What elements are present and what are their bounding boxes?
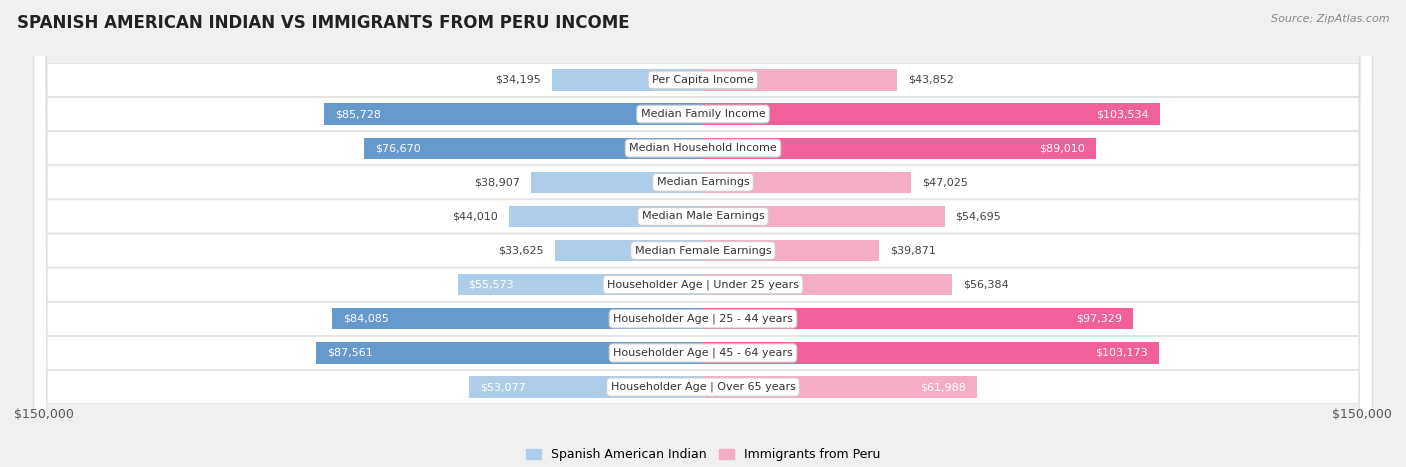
Text: Median Male Earnings: Median Male Earnings: [641, 212, 765, 221]
Bar: [703, 240, 879, 261]
Bar: [325, 104, 703, 125]
Text: $38,907: $38,907: [474, 177, 520, 187]
Text: $56,384: $56,384: [963, 280, 1008, 290]
FancyBboxPatch shape: [34, 0, 1372, 467]
Text: $39,871: $39,871: [890, 246, 936, 255]
Bar: [553, 69, 703, 91]
FancyBboxPatch shape: [34, 0, 1372, 467]
Text: $43,852: $43,852: [908, 75, 953, 85]
Text: $87,561: $87,561: [328, 348, 373, 358]
Text: $103,173: $103,173: [1095, 348, 1147, 358]
Legend: Spanish American Indian, Immigrants from Peru: Spanish American Indian, Immigrants from…: [526, 448, 880, 461]
Text: Householder Age | Under 25 years: Householder Age | Under 25 years: [607, 279, 799, 290]
Text: $33,625: $33,625: [498, 246, 544, 255]
Text: Source: ZipAtlas.com: Source: ZipAtlas.com: [1271, 14, 1389, 24]
Bar: [531, 172, 703, 193]
Text: $44,010: $44,010: [451, 212, 498, 221]
FancyBboxPatch shape: [34, 0, 1372, 467]
Text: Householder Age | 25 - 44 years: Householder Age | 25 - 44 years: [613, 313, 793, 324]
Bar: [703, 376, 977, 398]
Text: $54,695: $54,695: [956, 212, 1001, 221]
Text: $47,025: $47,025: [922, 177, 967, 187]
Text: $55,573: $55,573: [468, 280, 515, 290]
Text: $85,728: $85,728: [336, 109, 381, 119]
Text: $84,085: $84,085: [343, 314, 388, 324]
Bar: [703, 308, 1133, 329]
FancyBboxPatch shape: [34, 0, 1372, 467]
Bar: [554, 240, 703, 261]
Bar: [703, 274, 952, 295]
Text: SPANISH AMERICAN INDIAN VS IMMIGRANTS FROM PERU INCOME: SPANISH AMERICAN INDIAN VS IMMIGRANTS FR…: [17, 14, 630, 32]
Text: $97,329: $97,329: [1076, 314, 1122, 324]
Bar: [703, 206, 945, 227]
Text: Median Household Income: Median Household Income: [628, 143, 778, 153]
Text: $150,000: $150,000: [1331, 408, 1392, 421]
Bar: [468, 376, 703, 398]
FancyBboxPatch shape: [34, 0, 1372, 467]
Text: $89,010: $89,010: [1039, 143, 1085, 153]
Text: $61,988: $61,988: [920, 382, 966, 392]
Bar: [703, 138, 1097, 159]
Bar: [703, 172, 911, 193]
Bar: [316, 342, 703, 363]
FancyBboxPatch shape: [34, 0, 1372, 467]
Bar: [457, 274, 703, 295]
Text: $103,534: $103,534: [1097, 109, 1149, 119]
Text: Householder Age | 45 - 64 years: Householder Age | 45 - 64 years: [613, 348, 793, 358]
Text: $150,000: $150,000: [14, 408, 75, 421]
Text: Householder Age | Over 65 years: Householder Age | Over 65 years: [610, 382, 796, 392]
Text: $76,670: $76,670: [375, 143, 422, 153]
Bar: [364, 138, 703, 159]
Text: $53,077: $53,077: [479, 382, 526, 392]
Text: Per Capita Income: Per Capita Income: [652, 75, 754, 85]
Text: $34,195: $34,195: [495, 75, 541, 85]
FancyBboxPatch shape: [34, 0, 1372, 467]
Bar: [703, 69, 897, 91]
FancyBboxPatch shape: [34, 0, 1372, 467]
Text: Median Earnings: Median Earnings: [657, 177, 749, 187]
Bar: [509, 206, 703, 227]
FancyBboxPatch shape: [34, 0, 1372, 467]
Bar: [703, 104, 1160, 125]
Bar: [332, 308, 703, 329]
Text: Median Family Income: Median Family Income: [641, 109, 765, 119]
Text: Median Female Earnings: Median Female Earnings: [634, 246, 772, 255]
Bar: [703, 342, 1159, 363]
FancyBboxPatch shape: [34, 0, 1372, 467]
